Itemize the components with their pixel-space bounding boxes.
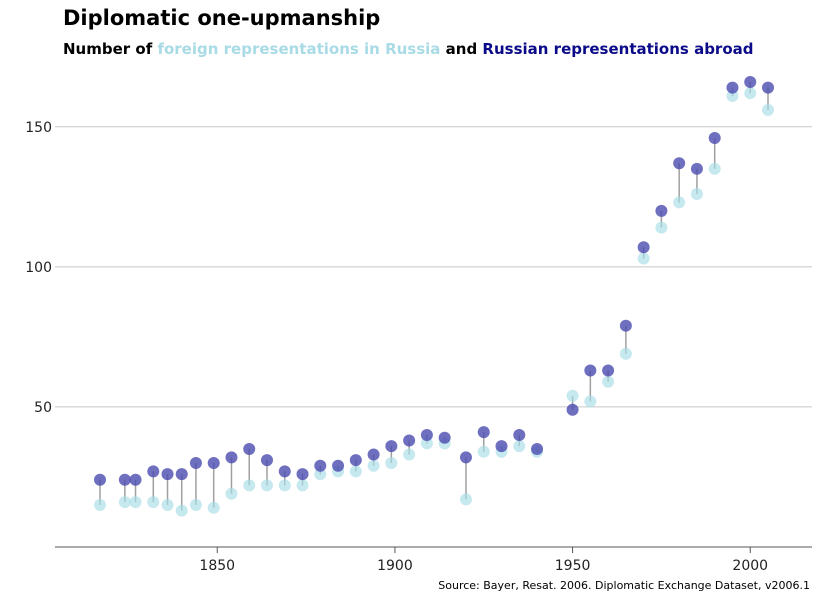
foreign-point-1960	[602, 375, 615, 388]
russian-point-1909	[420, 428, 433, 441]
y-tick-label-100: 100	[25, 260, 52, 276]
x-tick-label-1950: 1950	[555, 558, 591, 574]
foreign-point-1859	[243, 479, 256, 492]
foreign-point-1840	[175, 504, 188, 517]
russian-point-1950	[566, 403, 579, 416]
russian-point-1995	[726, 81, 739, 94]
foreign-point-1925	[477, 445, 490, 458]
foreign-point-1832	[147, 496, 160, 509]
russian-point-1849	[207, 456, 220, 469]
source-note: Source: Bayer, Resat. 2006. Diplomatic E…	[438, 579, 810, 592]
foreign-point-1836	[161, 498, 174, 511]
foreign-point-1935	[513, 440, 526, 453]
russian-point-1884	[332, 459, 345, 472]
foreign-point-1950	[566, 389, 579, 402]
russian-point-1854	[225, 451, 238, 464]
foreign-point-1869	[278, 479, 291, 492]
foreign-point-1985	[690, 188, 703, 201]
foreign-point-1955	[584, 395, 597, 408]
russian-point-1824	[118, 473, 131, 486]
subtitle-russian-series: Russian representations abroad	[482, 40, 754, 58]
foreign-point-1899	[385, 456, 398, 469]
foreign-point-1990	[708, 162, 721, 175]
russian-point-1874	[296, 468, 309, 481]
subtitle-mid: and	[440, 40, 483, 58]
axis-layer: 50 100 150 1850 1900 1950 2000	[25, 120, 812, 574]
x-tick-label-1850: 1850	[199, 558, 235, 574]
grid-layer	[55, 126, 812, 408]
foreign-point-1920	[459, 493, 472, 506]
russian-point-1975	[655, 204, 668, 217]
foreign-point-1824	[118, 496, 131, 509]
russian-point-1985	[690, 162, 703, 175]
russian-point-1904	[403, 434, 416, 447]
russian-point-1817	[94, 473, 106, 486]
chart-subtitle: Number of foreign representations in Rus…	[63, 40, 754, 58]
foreign-point-1854	[225, 487, 238, 500]
russian-point-2000	[744, 75, 757, 88]
russian-point-1899	[385, 440, 398, 453]
x-tick-label-1900: 1900	[377, 558, 413, 574]
foreign-point-1827	[129, 496, 142, 509]
foreign-point-1995	[726, 89, 739, 102]
russian-point-1970	[637, 241, 650, 254]
foreign-point-2000	[744, 87, 757, 100]
foreign-point-1894	[367, 459, 380, 472]
russian-point-1965	[619, 319, 632, 332]
russian-point-1836	[161, 468, 174, 481]
russian-point-1894	[367, 448, 380, 461]
russian-point-1990	[708, 132, 721, 145]
foreign-point-1849	[207, 501, 220, 514]
russian-point-1859	[243, 442, 256, 455]
russian-point-1955	[584, 364, 597, 377]
russian-point-1869	[278, 465, 291, 478]
subtitle-foreign-series: foreign representations in Russia	[157, 40, 441, 58]
russian-point-1889	[349, 454, 362, 467]
russian-point-1914	[438, 431, 451, 444]
foreign-point-1975	[655, 221, 668, 234]
russian-point-1827	[129, 473, 142, 486]
y-tick-label-50: 50	[34, 400, 52, 416]
russian-point-1960	[602, 364, 615, 377]
russian-point-1940	[531, 442, 544, 455]
foreign-point-1817	[94, 498, 106, 511]
y-tick-label-150: 150	[25, 120, 52, 136]
foreign-point-1970	[637, 252, 650, 265]
foreign-series-layer	[94, 87, 774, 517]
foreign-point-2005	[762, 103, 774, 116]
foreign-point-1864	[261, 479, 273, 492]
foreign-point-1889	[349, 465, 362, 478]
russian-point-1920	[459, 451, 472, 464]
russian-point-1925	[477, 426, 490, 439]
foreign-point-1909	[420, 437, 433, 450]
foreign-point-1980	[673, 196, 686, 209]
russian-point-2005	[762, 81, 774, 94]
russian-point-1840	[175, 468, 188, 481]
connector-layer	[99, 81, 769, 511]
russian-point-1844	[189, 456, 202, 469]
chart-title: Diplomatic one-upmanship	[63, 6, 381, 30]
russian-point-1864	[261, 454, 273, 467]
russian-series-layer	[94, 75, 774, 486]
russian-point-1935	[513, 428, 526, 441]
russian-point-1980	[673, 157, 686, 170]
foreign-point-1965	[619, 347, 632, 360]
russian-point-1930	[495, 440, 508, 453]
russian-point-1879	[314, 459, 327, 472]
subtitle-prefix: Number of	[63, 40, 158, 58]
foreign-point-1844	[189, 498, 202, 511]
foreign-point-1879	[314, 468, 327, 481]
foreign-point-1904	[403, 448, 416, 461]
x-tick-label-2000: 2000	[732, 558, 768, 574]
foreign-point-1874	[296, 479, 309, 492]
russian-point-1832	[147, 465, 160, 478]
